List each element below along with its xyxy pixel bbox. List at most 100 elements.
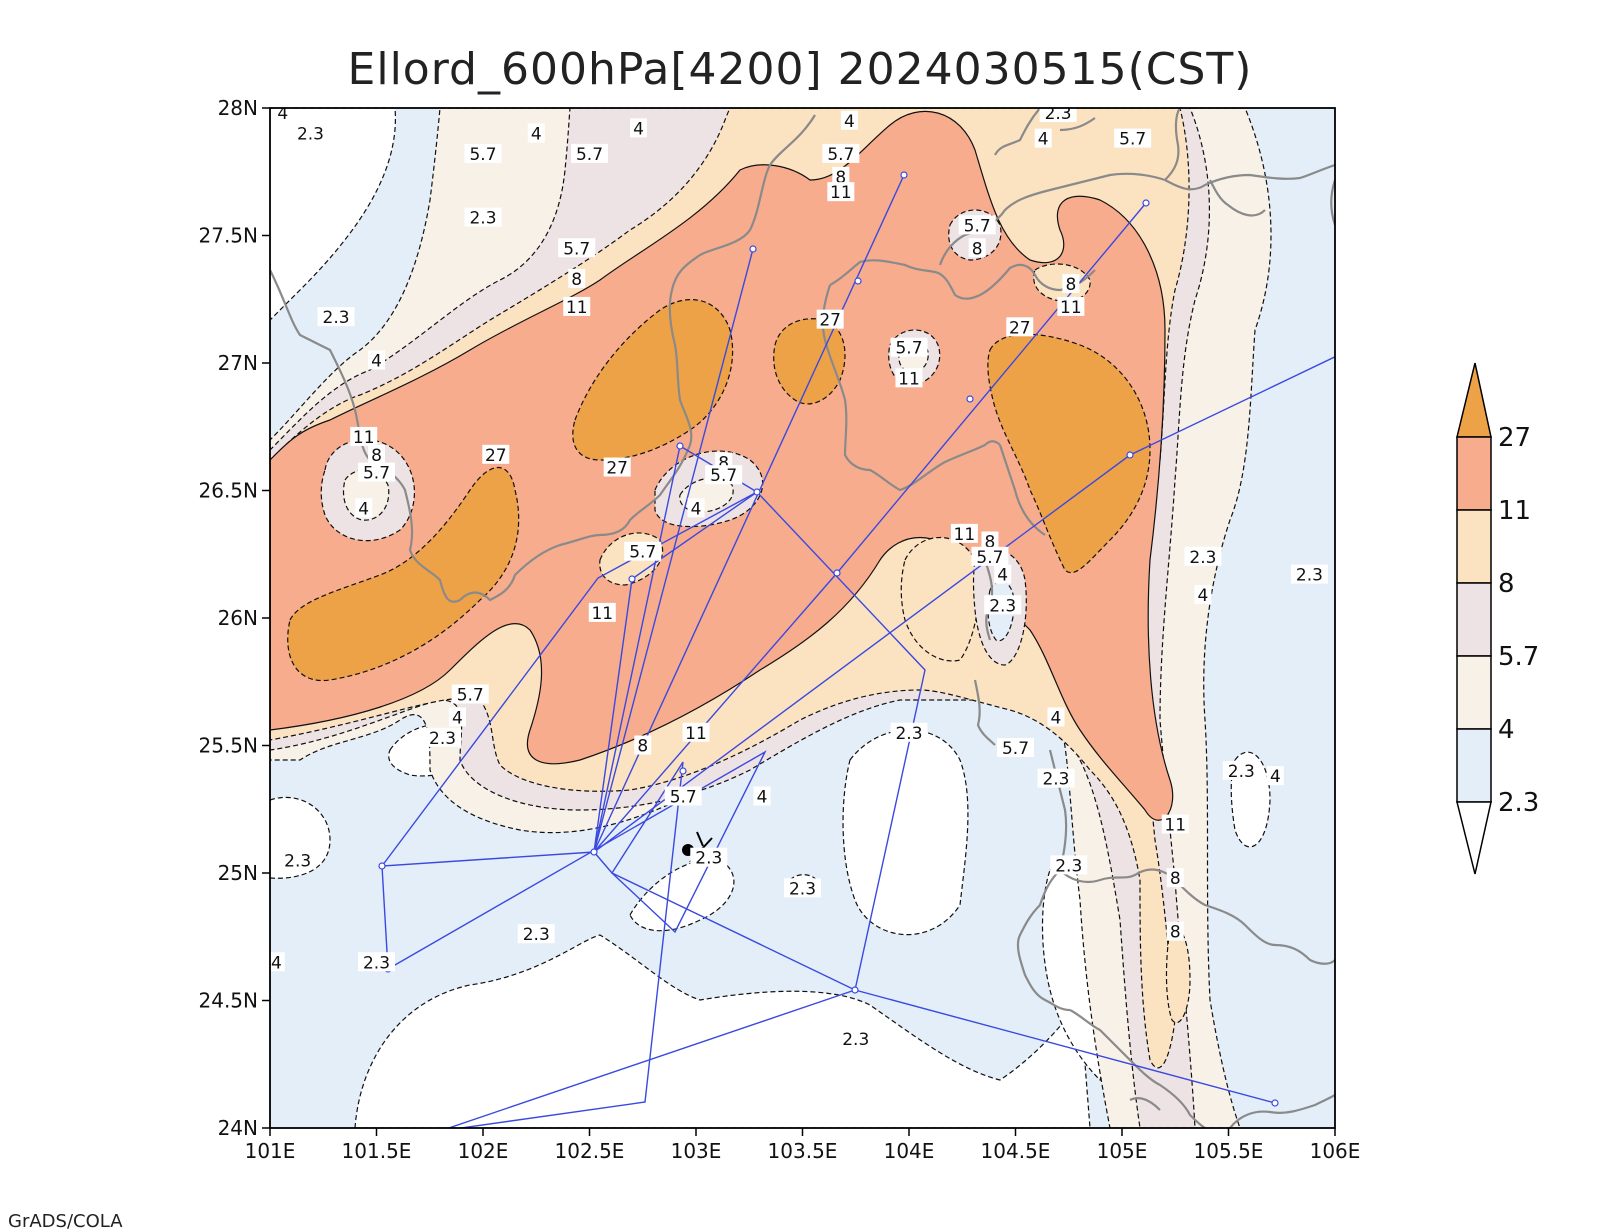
contour-label: 4	[753, 786, 771, 808]
contour-label: 2.3	[1037, 768, 1075, 790]
contour-label-bg	[634, 735, 652, 755]
border-line	[973, 679, 996, 746]
contour-label-text: 11	[1060, 298, 1082, 318]
contour-label-text: 11	[685, 724, 707, 744]
contour-label: 4	[1194, 585, 1212, 606]
contour-label-text: 2.3	[895, 724, 922, 744]
x-tick-label: 104E	[884, 1139, 935, 1163]
y-axis: 24N 24.5N 25N 25.5N 26N 26.5N 27N 27.5N …	[199, 96, 270, 1140]
contour-label-text: 4	[371, 351, 382, 371]
contour-label-text: 2.3	[363, 953, 390, 973]
contour-label: 4	[840, 110, 858, 132]
contour-label-text: 8	[718, 453, 729, 473]
contour-label-text: 2.3	[1228, 762, 1255, 782]
x-tick-label: 104.5E	[981, 1139, 1051, 1163]
contour-label-bg	[682, 722, 710, 742]
contour-label-bg	[368, 444, 385, 464]
legend-swatch-4-5-7	[1456, 655, 1492, 730]
trajectory-line	[381, 491, 758, 867]
contour-label-bg	[1184, 546, 1222, 566]
contour-label-text: 5.7	[827, 145, 854, 165]
contour-label-text: 2.3	[297, 125, 324, 145]
contour-label-bg	[827, 182, 855, 202]
trajectory-point	[749, 245, 757, 253]
contour-label-bg	[816, 309, 844, 329]
chart-title: Ellord_600hPa[4200] 2024030515(CST)	[348, 44, 1253, 95]
contour-label-bg	[291, 123, 329, 143]
contour-label-bg	[687, 498, 705, 518]
contour-label-bg	[994, 564, 1012, 584]
border-line	[829, 259, 1096, 300]
contour-label-bg	[958, 215, 996, 235]
trajectory-point	[900, 171, 908, 179]
wind-barb-flag	[696, 831, 704, 847]
contour-label: 2.3	[1050, 855, 1088, 876]
contour-label-bg	[1039, 108, 1077, 123]
contour-label-text: 8	[1170, 923, 1181, 943]
contour-label-text: 11	[830, 183, 852, 203]
contour-label-text: 4	[271, 953, 282, 973]
contour-label-text: 4	[1051, 708, 1062, 728]
contour-label-bg	[1037, 768, 1075, 788]
contour-label: 5.7	[358, 462, 395, 484]
contour-label-bg	[832, 166, 850, 186]
contour-label: 4	[1266, 766, 1284, 787]
border-line	[998, 444, 1046, 536]
contour-label-bg	[1047, 707, 1065, 727]
contour-label-text: 2.3	[789, 879, 816, 899]
legend-colorbar: 27 11 8 5.7 4 2.3	[1456, 362, 1539, 875]
contour-label-bg	[624, 541, 662, 561]
contour-label-bg	[588, 602, 616, 622]
contour-label: 27	[482, 444, 510, 466]
legend-label: 5.7	[1498, 642, 1539, 672]
contour-label-bg	[968, 238, 986, 258]
contour-label-bg	[451, 684, 489, 704]
contour-label-bg	[950, 523, 978, 543]
contour-label-bg	[981, 531, 999, 551]
contour-label-bg	[1114, 128, 1152, 148]
y-tick-label: 25.5N	[199, 734, 259, 758]
contour-label-bg	[279, 850, 317, 870]
contour-label: 8	[1166, 868, 1184, 889]
contour-label: 5.7	[1114, 128, 1152, 150]
contour-label-bg	[1166, 868, 1184, 888]
legend-label: 11	[1498, 496, 1531, 526]
contour-label-bg	[690, 847, 728, 867]
contour-label-bg	[603, 457, 631, 477]
contour-label-text: 4	[1270, 767, 1281, 787]
contour-label-bg	[317, 307, 355, 327]
border-line	[1129, 1096, 1161, 1111]
border-line	[1209, 179, 1266, 217]
y-tick-label: 24N	[218, 1116, 258, 1140]
contour-label-bg	[1034, 128, 1052, 148]
x-tick-label: 105.5E	[1194, 1139, 1264, 1163]
contour-label: 8	[981, 531, 999, 553]
contour-label: 27	[603, 457, 631, 479]
contour-label: 2.3	[690, 847, 728, 869]
pocket-east-8	[900, 537, 980, 662]
contour-label-bg	[1062, 273, 1080, 293]
x-tick-label: 102.5E	[555, 1139, 625, 1163]
contour-label: 4	[1034, 128, 1052, 150]
contour-label: 5.7	[624, 541, 662, 563]
contour-label-text: 5.7	[1119, 130, 1146, 150]
contour-label-bg	[527, 123, 545, 143]
y-tick-label: 26.5N	[199, 479, 259, 503]
contour-label-bg	[355, 498, 373, 518]
contour-label-text: 2.3	[469, 209, 496, 229]
contour-label: 11	[682, 722, 710, 744]
y-tick-label: 28N	[218, 96, 258, 120]
border-line	[1229, 1094, 1335, 1128]
contour-label: 8	[968, 238, 986, 259]
contour-label-bg	[971, 546, 1009, 566]
contour-label: 11	[563, 296, 591, 318]
contour-label-text: 5.7	[563, 239, 590, 259]
contour-label-text: 4	[633, 119, 644, 139]
shade-below-2-3-central	[842, 729, 969, 936]
contour-label: 4	[448, 707, 466, 728]
contour-label-bg	[358, 462, 395, 482]
contour-label-bg	[464, 143, 502, 163]
contour-label: 8	[832, 166, 850, 188]
contour-label-text: 2.3	[429, 729, 456, 749]
